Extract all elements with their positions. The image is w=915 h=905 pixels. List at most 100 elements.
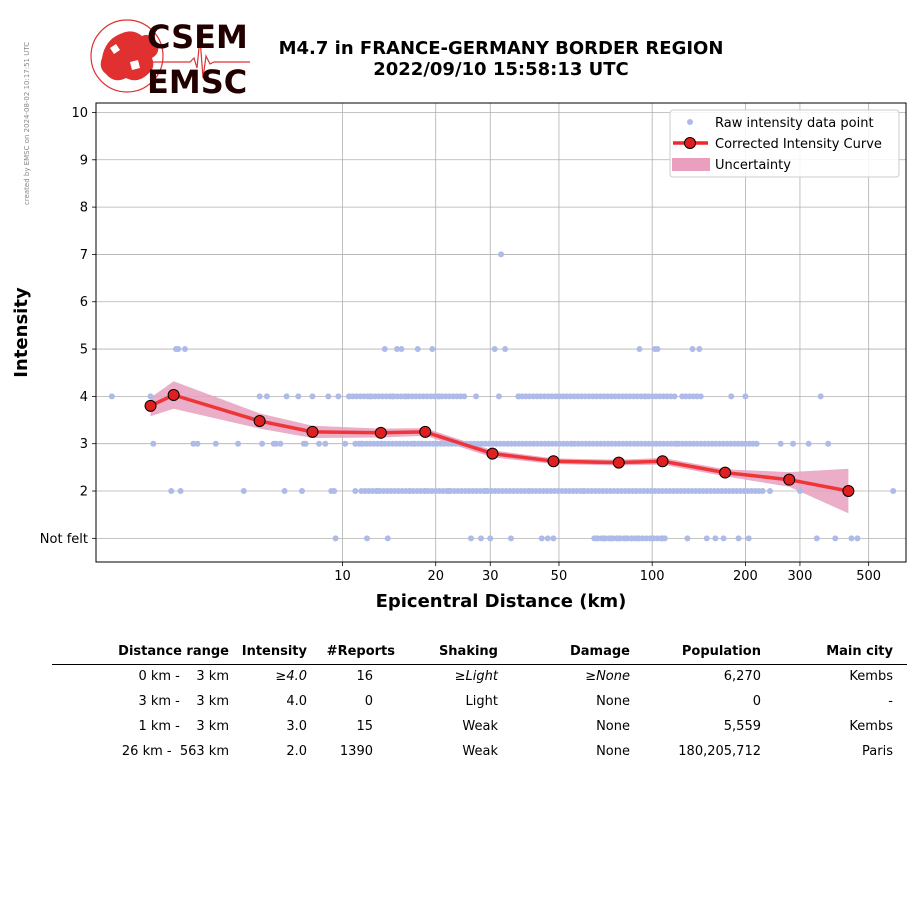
raw-data-point	[628, 535, 635, 542]
x-tick-label: 50	[551, 569, 568, 584]
raw-data-point	[608, 535, 615, 542]
cell-distance-range: 26 km - 563 km	[121, 744, 229, 759]
raw-data-point	[728, 393, 735, 400]
raw-data-point	[429, 346, 436, 353]
cell-damage: None	[596, 744, 630, 759]
raw-data-point	[649, 535, 656, 542]
raw-data-point	[147, 393, 154, 400]
raw-data-point	[593, 535, 600, 542]
raw-data-point	[358, 440, 365, 447]
x-tick-label: 10	[334, 569, 351, 584]
raw-data-point	[482, 488, 489, 495]
raw-data-point	[601, 535, 608, 542]
raw-data-point	[364, 535, 371, 542]
raw-data-point	[283, 393, 290, 400]
legend-swatch-band	[672, 158, 710, 171]
raw-data-point	[813, 535, 820, 542]
raw-data-point	[720, 535, 727, 542]
raw-data-point	[525, 488, 532, 495]
raw-data-point	[684, 535, 691, 542]
curve-marker	[486, 447, 499, 460]
cell-shaking: Weak	[462, 744, 498, 759]
cell-intensity: 2.0	[286, 744, 307, 759]
cell-population: 180,205,712	[678, 744, 761, 759]
raw-data-point	[168, 488, 175, 495]
curve-marker	[783, 473, 796, 486]
cell-distance-range: 0 km - 3 km	[138, 669, 229, 684]
cell-population: 5,559	[723, 719, 761, 734]
y-tick-label: 10	[71, 106, 88, 121]
chart-title: M4.7 in FRANCE-GERMANY BORDER REGION 202…	[255, 38, 747, 80]
raw-data-point	[263, 393, 270, 400]
raw-data-point	[367, 393, 374, 400]
header-shaking: Shaking	[438, 644, 498, 659]
raw-data-point	[235, 440, 242, 447]
y-axis-label: Intensity	[11, 287, 32, 378]
raw-data-point	[817, 393, 824, 400]
raw-data-point	[468, 535, 475, 542]
intensity-chart: 10 20 30 50 100 200 300 500 Not felt 2 3 4 5 6 7 8 9 10 Ep…	[11, 102, 907, 612]
y-tick-label: 4	[80, 390, 88, 405]
raw-data-point	[759, 488, 766, 495]
raw-data-point	[622, 535, 629, 542]
raw-data-point	[342, 440, 349, 447]
table-row: 26 km - 563 km 2.0 1390 Weak None 180,20…	[52, 740, 907, 765]
cell-shaking: ≥Light	[454, 669, 498, 684]
raw-data-point	[742, 393, 749, 400]
x-tick-label: 300	[788, 569, 813, 584]
header-main-city: Main city	[826, 644, 893, 659]
raw-data-point	[636, 346, 643, 353]
legend-label: Raw intensity data point	[715, 116, 874, 131]
y-tick-label: 7	[80, 248, 88, 263]
header-distance-range: Distance range	[118, 644, 229, 659]
raw-data-point	[256, 393, 263, 400]
raw-data-point	[805, 440, 812, 447]
raw-data-point	[108, 393, 115, 400]
csem-emsc-logo: CSEM EMSC	[90, 18, 250, 98]
raw-data-point	[689, 346, 696, 353]
raw-data-point	[406, 488, 413, 495]
legend-label: Uncertainty	[715, 158, 791, 173]
raw-data-point	[414, 346, 421, 353]
cell-reports: 1390	[339, 744, 373, 759]
raw-data-point	[281, 488, 288, 495]
curve-marker	[842, 485, 855, 498]
raw-data-point	[422, 488, 429, 495]
cell-population: 6,270	[723, 669, 761, 684]
title-line-1: M4.7 in FRANCE-GERMANY BORDER REGION	[278, 38, 724, 59]
cell-intensity: ≥4.0	[275, 669, 307, 684]
raw-data-point	[580, 488, 587, 495]
raw-data-point	[538, 535, 545, 542]
raw-data-point	[696, 346, 703, 353]
curve-marker	[253, 414, 266, 427]
y-tick-label: 5	[80, 343, 88, 358]
cell-reports: 16	[356, 669, 373, 684]
raw-data-point	[322, 440, 329, 447]
header-intensity: Intensity	[241, 644, 307, 659]
raw-data-point	[777, 440, 784, 447]
raw-data-point	[507, 535, 514, 542]
cell-intensity: 3.0	[286, 719, 307, 734]
raw-data-point	[384, 535, 391, 542]
raw-data-point	[325, 393, 332, 400]
curve-marker	[144, 399, 157, 412]
cell-shaking: Weak	[462, 719, 498, 734]
raw-data-point	[568, 440, 575, 447]
raw-data-point	[848, 535, 855, 542]
cell-main-city: Kembs	[849, 719, 893, 734]
raw-data-point	[331, 488, 338, 495]
header-reports: #Reports	[326, 644, 395, 659]
cell-intensity: 4.0	[286, 694, 307, 709]
cell-main-city: Paris	[862, 744, 893, 759]
raw-data-point	[374, 488, 381, 495]
logo-line2: EMSC	[147, 63, 247, 98]
legend-label: Corrected Intensity Curve	[715, 137, 882, 152]
raw-data-point	[502, 346, 509, 353]
curve-marker	[374, 426, 387, 439]
raw-data-point	[150, 440, 157, 447]
raw-data-point	[659, 535, 666, 542]
raw-data-point	[273, 440, 280, 447]
x-tick-label: 200	[733, 569, 758, 584]
curve-marker	[656, 455, 669, 468]
x-tick-label: 30	[482, 569, 499, 584]
